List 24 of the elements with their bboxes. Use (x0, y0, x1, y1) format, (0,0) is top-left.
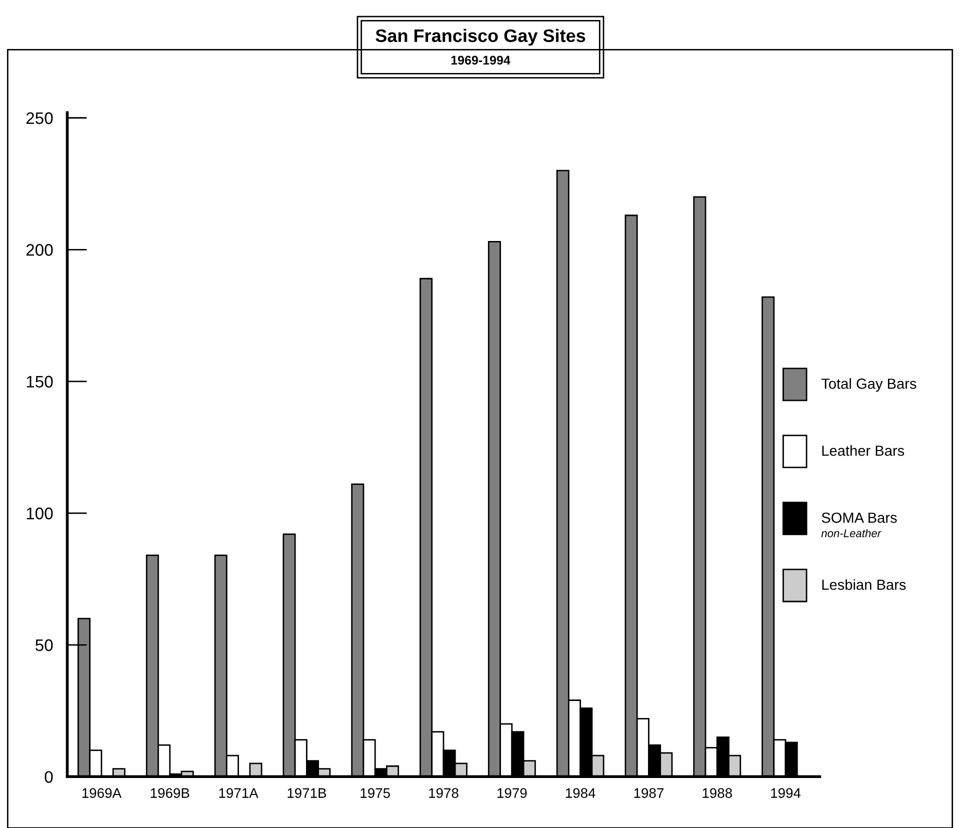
text: non-Leather (821, 529, 882, 538)
x-tick-label: 1984 (566, 788, 596, 798)
x-tick-label: 1987 (634, 788, 664, 798)
y-tick-label: 0 (44, 771, 53, 783)
x-tick-label: 1994 (771, 788, 801, 798)
chart-subtitle: 1969-1994 (451, 56, 510, 65)
legend-label: Leather Bars (822, 445, 904, 456)
y-tick-label: 50 (36, 639, 53, 652)
y-tick-label: 200 (26, 244, 53, 256)
chart-title: San Francisco Gay Sites (376, 28, 586, 46)
x-tick-label: 1971A (219, 788, 258, 798)
y-tick-label: 250 (26, 112, 53, 124)
y-tick-label: 100 (26, 508, 53, 520)
x-tick-label: 1975 (360, 788, 390, 798)
x-tick-label: 1969A (82, 788, 122, 798)
x-tick-label: 1969B (150, 788, 190, 798)
x-tick-label: 1988 (702, 788, 732, 798)
legend-label: Lesbian Bars (822, 579, 906, 590)
x-tick-label: 1978 (429, 788, 458, 798)
x-tick-label: 1979 (498, 788, 527, 798)
legend-label: Total Gay Bars (821, 378, 916, 392)
y-tick-label: 150 (26, 376, 53, 388)
x-tick-label: 1971B (288, 788, 326, 798)
legend-label: SOMA Bars (822, 512, 897, 523)
